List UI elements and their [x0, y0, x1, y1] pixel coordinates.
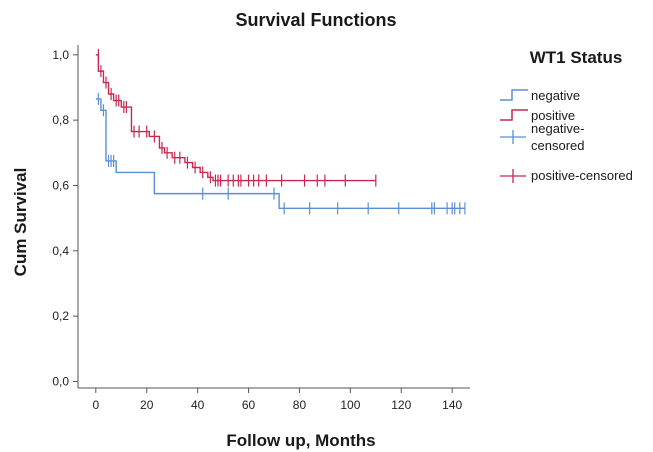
legend-swatch-positive	[500, 109, 528, 121]
y-axis-title: Cum Survival	[11, 168, 30, 277]
x-tick-label: 80	[293, 398, 307, 412]
legend-title: WT1 Status	[530, 48, 623, 67]
x-tick-label: 60	[242, 398, 256, 412]
y-tick-label: 0,2	[52, 309, 69, 323]
legend-entry: positive	[500, 108, 575, 123]
chart-title: Survival Functions	[235, 10, 396, 30]
x-tick-label: 40	[191, 398, 205, 412]
legend-label: positive	[531, 108, 575, 123]
legend-swatch-negative	[500, 89, 528, 101]
x-tick-label: 0	[92, 398, 99, 412]
x-tick-label: 140	[442, 398, 462, 412]
y-tick-label: 0,6	[52, 178, 69, 192]
x-tick-label: 100	[340, 398, 360, 412]
legend-entry: negative-censored	[500, 121, 584, 153]
y-tick-label: 1,0	[52, 48, 69, 62]
x-tick-label: 120	[391, 398, 411, 412]
legend-label: censored	[531, 138, 584, 153]
legend-entry: positive-censored	[500, 168, 633, 183]
axis-ticks: 0 20 40 60 80 100 120 140 0,0 0,2 0,4 0,6 0,8 1,0	[52, 48, 462, 412]
survival-curve-positive	[95, 54, 376, 182]
y-tick-label: 0,0	[52, 374, 69, 388]
series-positive	[95, 48, 377, 187]
y-tick-label: 0,8	[52, 113, 69, 127]
plot-axes	[77, 45, 470, 389]
y-tick-label: 0,4	[52, 244, 69, 258]
legend-label: negative	[531, 88, 580, 103]
legend-label: positive-censored	[531, 168, 633, 183]
series-negative	[95, 92, 466, 215]
survival-curve-negative	[95, 98, 465, 210]
x-axis-title: Follow up, Months	[226, 431, 375, 450]
legend-label: negative-	[531, 121, 584, 136]
legend-entry: negative	[500, 88, 580, 103]
series-layer	[95, 48, 466, 215]
x-tick-label: 20	[140, 398, 154, 412]
